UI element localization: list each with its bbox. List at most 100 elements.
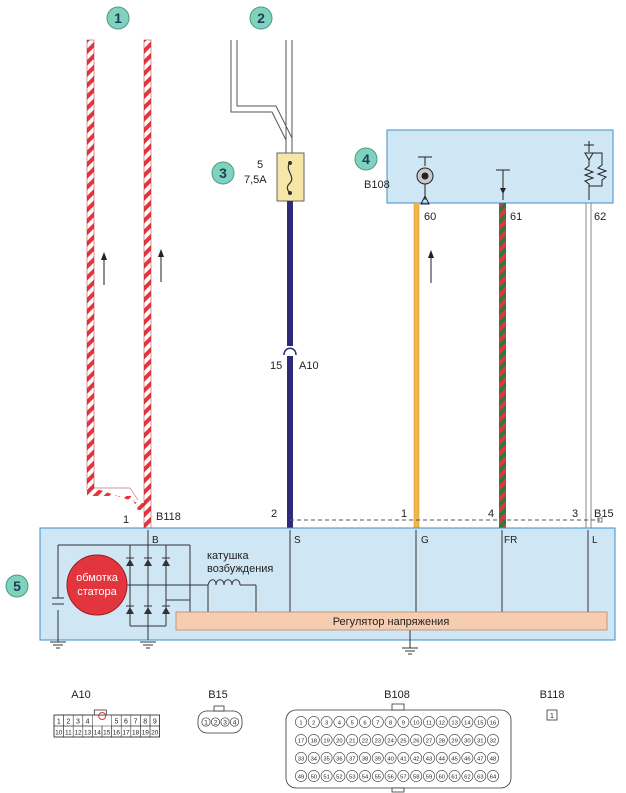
b108-pin-label: 62 (464, 774, 470, 780)
b108-pin-label: 47 (477, 756, 483, 762)
ignition-feed-wires (230, 40, 293, 155)
b108-pin-label: 16 (490, 720, 496, 726)
a10-pin-cell (149, 725, 160, 738)
b108-pin-cell (423, 770, 435, 782)
a10-pin-label: 15 (103, 730, 111, 737)
b108-pin-cell (346, 716, 359, 728)
b15-pin-label: 4 (233, 720, 237, 727)
b108-pin-label: 31 (477, 738, 483, 744)
a10-pin-label: 3 (76, 719, 80, 726)
voltage-regulator (175, 611, 608, 631)
a10-pin-label: 6 (124, 719, 128, 726)
b108-pin-cell (307, 770, 320, 782)
b108-pin-cell (448, 734, 461, 746)
a10-pin-label: 9 (153, 719, 157, 726)
field-coil-label-line2: возбуждения (207, 563, 273, 575)
b108-pin-cell (346, 734, 359, 746)
b108-pin-cell (333, 752, 346, 764)
b108-pin-label: 57 (400, 774, 406, 780)
b108-pin-cell (410, 716, 423, 728)
a10-pinout: 1 2 3 4 5 6 7 8 910 11 12 13 14 15 16 17 18 19 20 (53, 709, 160, 738)
b108-pin-cell (435, 734, 448, 746)
b108-pin-cell (333, 734, 346, 746)
b15-pin-label: 1 (204, 720, 208, 727)
b108-pin-label: 45 (451, 756, 457, 762)
b15-pinout-title: B15 (208, 689, 228, 701)
b108-pin-cell (461, 734, 474, 746)
b108-pin-cell (410, 770, 423, 782)
b108-pin-cell (474, 770, 487, 782)
b108-pin-cell (295, 752, 307, 764)
b108-pin-cell (448, 752, 461, 764)
svg-text:статора: статора (77, 586, 117, 598)
b108-pin-cell (295, 770, 307, 782)
a10-pin-label: 5 (114, 719, 118, 726)
b108-pin-label: 44 (439, 756, 446, 762)
ground-icon-right (402, 647, 418, 655)
current-arrow-left (101, 252, 107, 285)
a10-pinout-title: A10 (71, 689, 91, 701)
b108-pin-label: 36 (336, 756, 342, 762)
ecu-connector-label: B108 (364, 179, 390, 191)
a10-pin-label: 14 (94, 730, 102, 737)
ecu-pin-61: 61 (510, 211, 522, 223)
fuse-number: 5 (257, 159, 263, 171)
b108-pin-cell (371, 752, 384, 764)
b108-pin-label: 25 (400, 738, 406, 744)
b108-pin-label: 7 (376, 720, 379, 726)
b108-pin-cell (295, 716, 307, 728)
b108-pin-label: 19 (323, 738, 329, 744)
b108-pin-label: 4 (338, 720, 342, 726)
a10-pin-label: 8 (143, 719, 147, 726)
b108-pin-cell (307, 734, 320, 746)
b108-pin-label: 23 (375, 738, 381, 744)
b108-pin-label: 34 (311, 756, 318, 762)
b108-pin-label: 48 (490, 756, 496, 762)
b108-pin-label: 2 (312, 720, 315, 726)
b108-pin-label: 54 (362, 774, 369, 780)
b108-pin-cell (320, 770, 333, 782)
b108-pin-cell (435, 770, 448, 782)
b-pin-number: 1 (123, 514, 129, 526)
b108-pin-label: 26 (413, 738, 419, 744)
ecu-pin-62: 62 (594, 211, 606, 223)
b108-pin-label: 20 (336, 738, 342, 744)
b15-pin-cell (220, 717, 230, 727)
b108-pin-label: 35 (323, 756, 329, 762)
b108-pin-label: 59 (426, 774, 432, 780)
callout-2: 2 (249, 6, 273, 30)
b15-pin-cell (229, 717, 240, 727)
a10-pin-label: 4 (86, 719, 90, 726)
b108-pin-cell (384, 734, 397, 746)
b108-pin-cell (435, 752, 448, 764)
b108-pin-label: 43 (426, 756, 432, 762)
b108-pin-cell (397, 716, 410, 728)
b15-pin-label: 3 (223, 720, 227, 727)
callout-4: 4 (354, 147, 378, 171)
b108-pin-cell (346, 752, 359, 764)
svg-text:3: 3 (219, 165, 227, 181)
b108-pin-label: 30 (464, 738, 470, 744)
b108-pin-label: 53 (349, 774, 355, 780)
b108-pin-label: 37 (349, 756, 355, 762)
b108-pin-cell (410, 734, 423, 746)
b108-pin-label: 29 (451, 738, 457, 744)
b108-pin-cell (359, 716, 371, 728)
fuse-rating: 7,5A (244, 174, 267, 186)
b108-pin-cell (384, 770, 397, 782)
a10-pin-label: 18 (132, 730, 140, 737)
g-wire (413, 202, 420, 529)
ground-icon-center (140, 641, 156, 649)
b108-pin-cell (435, 716, 448, 728)
b118-pinout-title: B118 (540, 689, 565, 701)
b15-pin-cell (210, 717, 221, 727)
field-coil-icon (207, 579, 241, 586)
callout-3: 3 (211, 161, 235, 185)
s-wire (283, 201, 297, 528)
b108-pin-label: 12 (439, 720, 445, 726)
b108-pin-label: 1 (299, 720, 302, 726)
b108-pin-cell (397, 752, 410, 764)
b108-pin-label: 11 (426, 720, 432, 726)
terminal-fr-label: FR (504, 535, 517, 546)
b108-pin-label: 63 (477, 774, 483, 780)
